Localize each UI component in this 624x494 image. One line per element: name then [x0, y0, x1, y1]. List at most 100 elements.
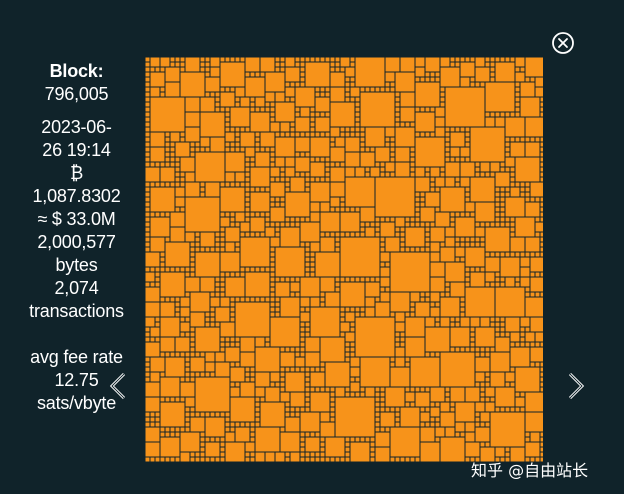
transaction-block[interactable] — [460, 432, 465, 437]
transaction-block[interactable] — [145, 302, 160, 317]
transaction-block[interactable] — [145, 132, 150, 137]
transaction-block[interactable] — [390, 172, 395, 177]
transaction-block[interactable] — [530, 362, 535, 367]
transaction-block[interactable] — [420, 387, 425, 392]
transaction-block[interactable] — [180, 67, 185, 72]
transaction-block[interactable] — [320, 412, 330, 422]
transaction-block[interactable] — [350, 322, 355, 327]
transaction-block[interactable] — [300, 297, 310, 307]
transaction-block[interactable] — [260, 212, 265, 217]
transaction-block[interactable] — [430, 187, 435, 192]
transaction-block[interactable] — [345, 447, 350, 452]
transaction-block[interactable] — [425, 107, 430, 112]
transaction-block[interactable] — [505, 112, 510, 117]
transaction-block[interactable] — [200, 432, 205, 437]
transaction-block[interactable] — [220, 452, 225, 457]
transaction-block[interactable] — [320, 212, 340, 232]
transaction-block[interactable] — [160, 262, 165, 267]
transaction-block[interactable] — [380, 237, 385, 242]
transaction-block[interactable] — [205, 362, 215, 372]
transaction-block[interactable] — [480, 237, 485, 242]
transaction-block[interactable] — [155, 317, 160, 322]
transaction-block[interactable] — [445, 127, 450, 132]
transaction-block[interactable] — [200, 442, 205, 447]
transaction-block[interactable] — [190, 457, 195, 462]
transaction-block[interactable] — [485, 172, 490, 177]
transaction-block[interactable] — [520, 277, 530, 287]
transaction-block[interactable] — [495, 322, 500, 327]
transaction-block[interactable] — [305, 452, 310, 457]
transaction-block[interactable] — [515, 342, 520, 347]
transaction-block[interactable] — [360, 137, 365, 142]
transaction-block[interactable] — [195, 247, 200, 252]
transaction-block[interactable] — [465, 212, 470, 217]
transaction-block[interactable] — [445, 282, 450, 287]
transaction-block[interactable] — [315, 452, 320, 457]
transaction-block[interactable] — [500, 282, 505, 287]
transaction-block[interactable] — [360, 312, 365, 317]
transaction-block[interactable] — [520, 342, 525, 347]
transaction-block[interactable] — [345, 342, 350, 347]
transaction-block[interactable] — [215, 107, 220, 112]
transaction-block[interactable] — [270, 297, 275, 302]
transaction-block[interactable] — [345, 137, 360, 152]
transaction-block[interactable] — [220, 252, 240, 272]
transaction-block[interactable] — [145, 67, 150, 72]
transaction-block[interactable] — [310, 107, 315, 112]
transaction-block[interactable] — [285, 372, 305, 392]
transaction-block[interactable] — [275, 157, 285, 167]
transaction-block[interactable] — [485, 62, 490, 67]
transaction-block[interactable] — [540, 167, 544, 172]
transaction-block[interactable] — [525, 392, 544, 412]
transaction-block[interactable] — [240, 57, 245, 62]
transaction-block[interactable] — [540, 157, 544, 162]
transaction-block[interactable] — [145, 72, 150, 77]
transaction-block[interactable] — [205, 417, 225, 437]
transaction-block[interactable] — [515, 72, 525, 82]
transaction-block[interactable] — [145, 247, 150, 252]
transaction-block[interactable] — [405, 247, 410, 252]
transaction-block[interactable] — [155, 67, 160, 72]
transaction-block[interactable] — [180, 432, 200, 452]
transaction-block[interactable] — [455, 422, 465, 432]
transaction-block[interactable] — [195, 412, 200, 417]
transaction-block[interactable] — [305, 242, 310, 247]
transaction-block[interactable] — [220, 187, 245, 212]
transaction-block[interactable] — [300, 437, 305, 442]
transaction-block[interactable] — [505, 217, 510, 222]
transaction-block[interactable] — [425, 172, 430, 177]
transaction-block[interactable] — [165, 182, 170, 187]
transaction-block[interactable] — [530, 277, 544, 292]
transaction-block[interactable] — [460, 157, 465, 162]
transaction-block[interactable] — [320, 292, 325, 297]
transaction-block[interactable] — [485, 442, 490, 447]
transaction-block[interactable] — [540, 432, 544, 437]
transaction-block[interactable] — [290, 292, 295, 297]
transaction-block[interactable] — [320, 177, 325, 182]
transaction-block[interactable] — [230, 382, 235, 387]
transaction-block[interactable] — [380, 262, 385, 267]
transaction-block[interactable] — [280, 132, 285, 137]
transaction-block[interactable] — [180, 172, 185, 177]
transaction-block[interactable] — [275, 132, 280, 137]
transaction-block[interactable] — [200, 62, 205, 67]
transaction-block[interactable] — [385, 162, 395, 172]
transaction-block[interactable] — [485, 57, 490, 62]
transaction-block[interactable] — [250, 187, 255, 192]
transaction-block[interactable] — [305, 267, 310, 272]
transaction-block[interactable] — [460, 162, 475, 177]
transaction-block[interactable] — [525, 57, 544, 77]
transaction-block[interactable] — [160, 182, 165, 187]
transaction-block[interactable] — [505, 167, 510, 172]
transaction-block[interactable] — [325, 437, 345, 457]
transaction-block[interactable] — [200, 187, 205, 192]
transaction-block[interactable] — [505, 142, 510, 147]
transaction-block[interactable] — [220, 277, 225, 282]
transaction-block[interactable] — [365, 222, 370, 227]
transaction-block[interactable] — [290, 452, 300, 462]
transaction-block[interactable] — [385, 137, 390, 142]
transaction-block[interactable] — [235, 142, 240, 147]
transaction-block[interactable] — [190, 337, 195, 342]
transaction-block[interactable] — [535, 362, 540, 367]
transaction-block[interactable] — [400, 247, 405, 252]
